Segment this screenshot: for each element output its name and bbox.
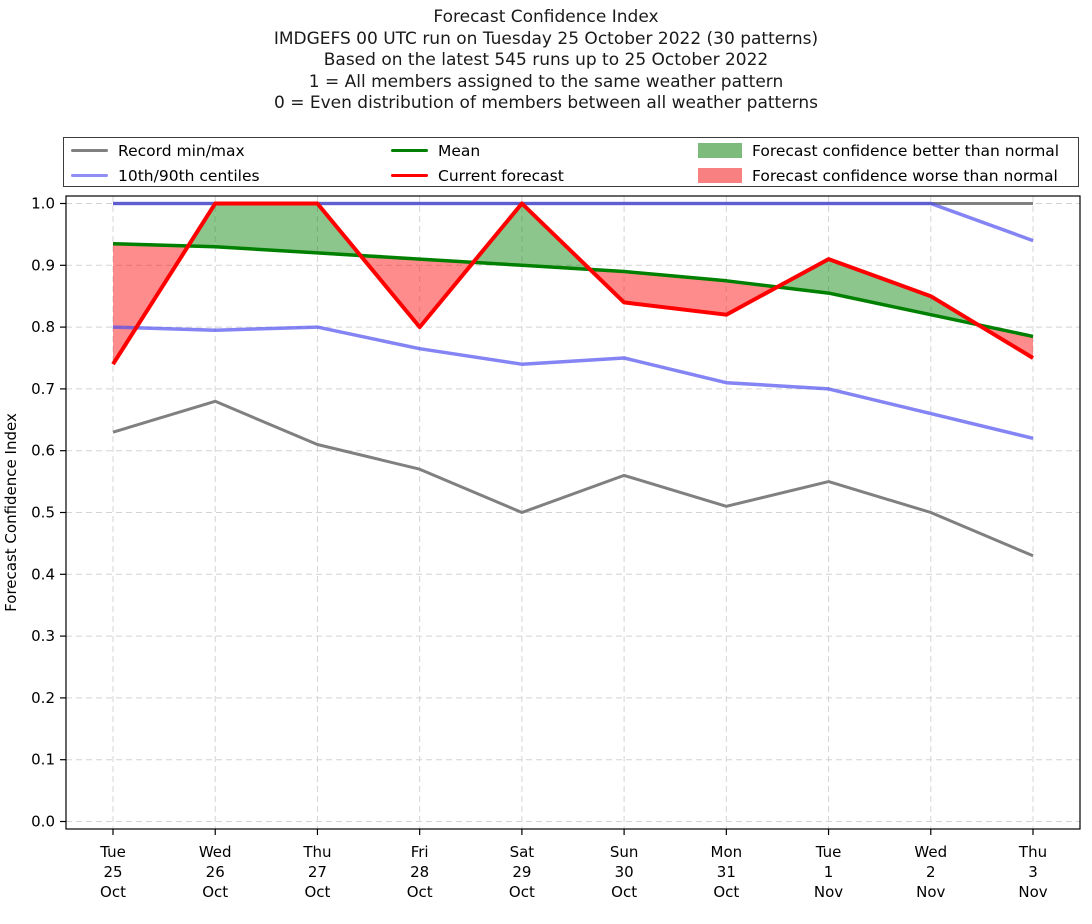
legend-item-mean: Mean bbox=[391, 138, 564, 163]
x-tick-label: Tue bbox=[815, 843, 842, 861]
x-tick-label: 2 bbox=[926, 863, 936, 881]
chart-subtitle-run: IMDGEFS 00 UTC run on Tuesday 25 October… bbox=[273, 28, 819, 49]
axis-ticks-and-labels: 0.0 0.1 0.2 0.3 0.4 0.5 0.6 0.7 0.8 0.9 1.0 Tue 25 Oc… bbox=[2, 195, 1048, 902]
legend-column-forecast: Mean Current forecast bbox=[391, 138, 564, 188]
x-tick-label: Sun bbox=[610, 843, 639, 861]
y-tick-label: 0.3 bbox=[31, 627, 55, 645]
x-tick-label: 31 bbox=[717, 863, 736, 881]
legend-patch-sample-forecast-confidence-better-than-normal bbox=[698, 143, 742, 158]
legend-column-records: Record min/max 10th/90th centiles bbox=[71, 138, 260, 188]
legend-item-record-min-max: Record min/max bbox=[71, 138, 260, 163]
x-tick-label: Tue bbox=[99, 843, 126, 861]
legend-label: Record min/max bbox=[118, 141, 245, 160]
legend-label: Current forecast bbox=[438, 166, 564, 185]
series-line-record-min bbox=[112, 399, 1034, 558]
x-tick-label: 30 bbox=[615, 863, 634, 881]
y-tick-label: 0.4 bbox=[31, 565, 55, 583]
x-tick-label: Thu bbox=[1018, 843, 1047, 861]
x-tick-label: Oct bbox=[304, 883, 330, 901]
chart-title-block: Forecast Confidence Index IMDGEFS 00 UTC… bbox=[0, 7, 1092, 115]
legend-line-sample-10th-90th-centiles bbox=[71, 173, 108, 178]
better-than-normal-region bbox=[215, 203, 318, 253]
better-than-normal-region bbox=[828, 259, 931, 315]
y-tick-label: 0.6 bbox=[31, 442, 55, 460]
x-tick-label: Oct bbox=[202, 883, 228, 901]
series-line-current-forecast bbox=[111, 201, 1035, 366]
y-tick-label: 0.1 bbox=[31, 751, 55, 769]
x-tick-label: Wed bbox=[199, 843, 232, 861]
series-line-10th-centile bbox=[112, 325, 1034, 441]
legend-label: 10th/90th centiles bbox=[118, 166, 260, 185]
legend-line-sample-mean bbox=[391, 148, 428, 153]
legend-line-sample-record-min-max bbox=[71, 148, 108, 153]
legend-label: Forecast confidence better than normal bbox=[752, 141, 1060, 160]
gridlines bbox=[66, 196, 1080, 829]
x-tick-label: 27 bbox=[308, 863, 327, 881]
x-tick-label: Oct bbox=[100, 883, 126, 901]
x-tick-label: 3 bbox=[1028, 863, 1038, 881]
legend-item-forecast-confidence-better-than-normal: Forecast confidence better than normal bbox=[698, 138, 1059, 163]
legend-item-current-forecast: Current forecast bbox=[391, 163, 564, 188]
y-tick-label: 0.2 bbox=[31, 689, 55, 707]
y-tick-label: 1.0 bbox=[31, 195, 55, 213]
y-tick-label: 0.0 bbox=[31, 813, 55, 831]
x-tick-label: 28 bbox=[410, 863, 429, 881]
series-line-mean bbox=[112, 241, 1034, 339]
x-tick-label: Oct bbox=[611, 883, 637, 901]
y-axis-label: Forecast Confidence Index bbox=[2, 413, 20, 612]
x-tick-label: 25 bbox=[103, 863, 122, 881]
x-tick-label: 29 bbox=[512, 863, 531, 881]
legend-item-10th-90th-centiles: 10th/90th centiles bbox=[71, 163, 260, 188]
x-tick-label: Mon bbox=[711, 843, 743, 861]
x-tick-label: 26 bbox=[206, 863, 225, 881]
y-tick-label: 0.8 bbox=[31, 318, 55, 336]
x-tick-label: Wed bbox=[914, 843, 947, 861]
y-tick-label: 0.7 bbox=[31, 380, 55, 398]
x-tick-label: Fri bbox=[411, 843, 429, 861]
x-tick-label: Oct bbox=[509, 883, 535, 901]
x-tick-label: 1 bbox=[824, 863, 834, 881]
legend-label: Forecast confidence worse than normal bbox=[752, 166, 1058, 185]
x-tick-label: Nov bbox=[1018, 883, 1047, 901]
chart-subtitle-runs: Based on the latest 545 runs up to 25 Oc… bbox=[323, 50, 769, 70]
x-tick-label: Thu bbox=[302, 843, 331, 861]
x-tick-label: Sat bbox=[510, 843, 535, 861]
y-tick-label: 0.9 bbox=[31, 256, 55, 274]
chart-subtitle-scale-0: 0 = Even distribution of members between… bbox=[273, 93, 819, 113]
x-tick-label: Oct bbox=[407, 883, 433, 901]
legend-line-sample-current-forecast bbox=[391, 173, 428, 178]
chart-subtitle-scale-1: 1 = All members assigned to the same wea… bbox=[308, 71, 784, 92]
x-tick-label: Nov bbox=[916, 883, 945, 901]
legend-item-forecast-confidence-worse-than-normal: Forecast confidence worse than normal bbox=[698, 163, 1059, 188]
legend: Record min/max 10th/90th centiles Mean Cur… bbox=[63, 137, 1079, 187]
chart-title: Forecast Confidence Index bbox=[433, 7, 659, 27]
legend-label: Mean bbox=[438, 141, 481, 160]
y-tick-label: 0.5 bbox=[31, 504, 55, 522]
x-tick-label: Oct bbox=[713, 883, 739, 901]
legend-column-fills: Forecast confidence better than normal Fo… bbox=[698, 138, 1059, 188]
legend-patch-sample-forecast-confidence-worse-than-normal bbox=[698, 168, 742, 183]
x-tick-label: Nov bbox=[814, 883, 843, 901]
